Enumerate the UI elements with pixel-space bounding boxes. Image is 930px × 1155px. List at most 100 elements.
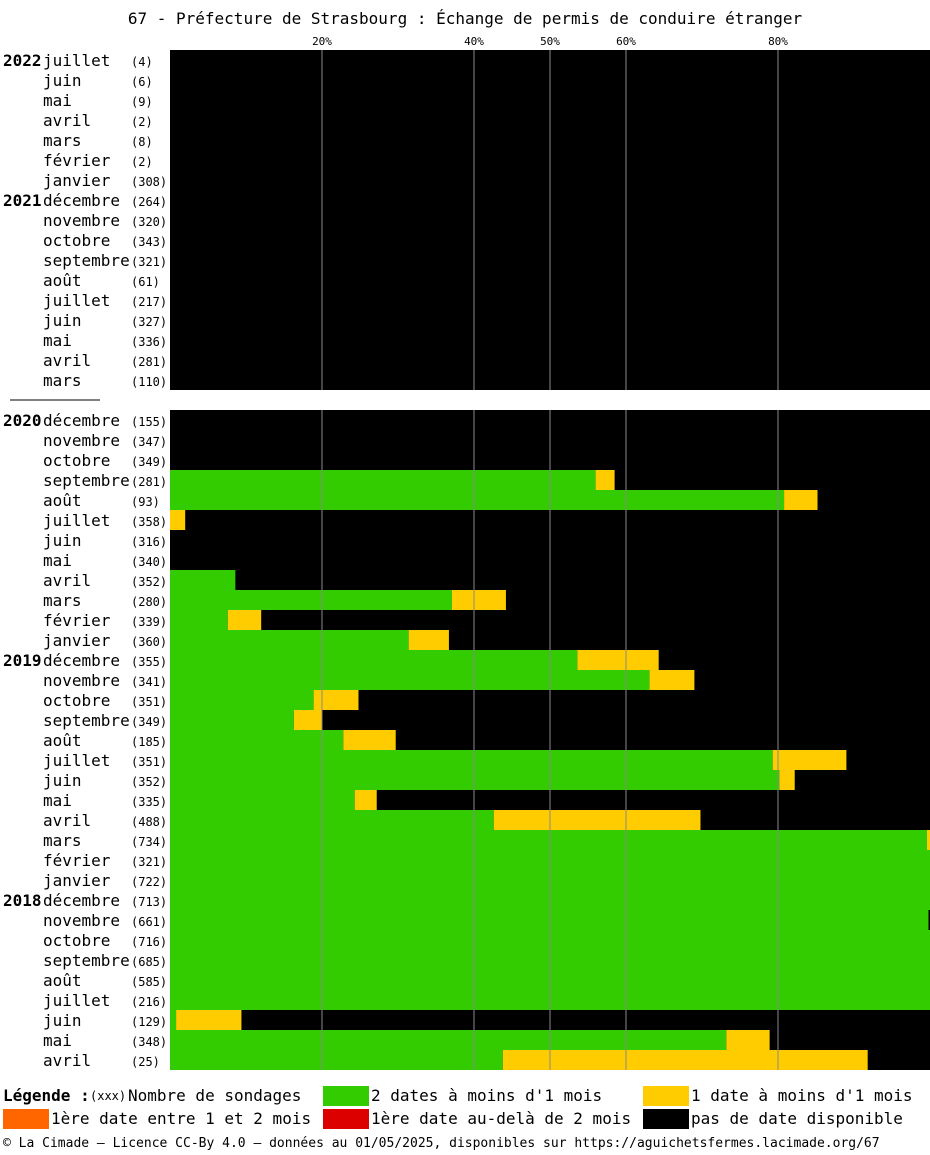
month-label: août xyxy=(43,491,82,510)
bar-row: juillet (217) xyxy=(43,290,930,310)
bar-row: juin (352) xyxy=(43,770,930,790)
bar-segment-green xyxy=(170,750,773,770)
bar-row: mai (340) xyxy=(43,550,930,570)
month-label: avril xyxy=(43,1051,91,1070)
count-label: (316) xyxy=(131,535,167,549)
month-label: octobre xyxy=(43,451,110,470)
count-label: (281) xyxy=(131,355,167,369)
month-label: décembre xyxy=(43,891,120,910)
month-label: septembre xyxy=(43,251,130,270)
bar-row: mars (280) xyxy=(43,590,930,610)
count-label: (327) xyxy=(131,315,167,329)
legend-label-black: pas de date disponible xyxy=(691,1109,903,1128)
bar-row: avril (352) xyxy=(43,570,930,590)
bar-row: juillet (216) xyxy=(43,990,930,1010)
chart: 67 - Préfecture de Strasbourg : Échange … xyxy=(3,9,930,1070)
bar-row: août (585) xyxy=(43,970,930,990)
bar-row: octobre (351) xyxy=(43,690,930,710)
month-label: décembre xyxy=(43,651,120,670)
bar-segment-green xyxy=(170,730,344,750)
month-label: février xyxy=(43,151,111,170)
month-label: juin xyxy=(43,71,82,90)
month-label: mai xyxy=(43,1031,72,1050)
month-label: avril xyxy=(43,811,91,830)
month-label: mars xyxy=(43,371,82,390)
month-label: janvier xyxy=(43,871,111,890)
bar-row: juin (316) xyxy=(43,530,930,550)
year-label: 2020 xyxy=(3,411,42,430)
count-label: (685) xyxy=(131,955,167,969)
count-label: (358) xyxy=(131,515,167,529)
bar-segment-green xyxy=(170,670,650,690)
count-label: (336) xyxy=(131,335,167,349)
count-label: (155) xyxy=(131,415,167,429)
bar-segment-green xyxy=(170,610,228,630)
legend-title: Légende : xyxy=(3,1086,90,1105)
bar-row: octobre (349) xyxy=(43,450,930,470)
bar-row: mai (336) xyxy=(43,330,930,350)
month-label: juin xyxy=(43,531,82,550)
bar-segment-green xyxy=(170,790,355,810)
month-label: mars xyxy=(43,591,82,610)
bar-row: 2019 décembre (355) xyxy=(3,650,930,670)
bar-segment-green xyxy=(170,630,409,650)
month-label: juin xyxy=(43,311,82,330)
count-label: (585) xyxy=(131,975,167,989)
bar-segment-yellow xyxy=(354,790,377,810)
bar-row: janvier (722) xyxy=(43,870,930,890)
bar-row: novembre (661) xyxy=(43,910,930,930)
bar-row: septembre (349) xyxy=(43,710,930,730)
bar-segment-yellow xyxy=(493,810,701,830)
count-label: (341) xyxy=(131,675,167,689)
count-label: (9) xyxy=(131,95,153,109)
chart-title: 67 - Préfecture de Strasbourg : Échange … xyxy=(128,9,803,28)
month-label: juillet xyxy=(43,751,110,770)
bar-segment-green xyxy=(170,1010,177,1030)
bar-row: avril (281) xyxy=(43,350,930,370)
month-label: septembre xyxy=(43,471,130,490)
month-label: décembre xyxy=(43,411,120,430)
bar-segment-yellow xyxy=(595,470,615,490)
month-label: octobre xyxy=(43,231,110,250)
legend-swatch-red xyxy=(323,1109,369,1129)
count-label: (349) xyxy=(131,715,167,729)
bar-segment-green xyxy=(170,810,494,830)
bar-row: mars (110) xyxy=(43,370,930,390)
bar-segment-green xyxy=(170,1050,503,1070)
bar-segment-yellow xyxy=(313,690,359,710)
count-label: (722) xyxy=(131,875,167,889)
bar-segment-yellow xyxy=(649,670,695,690)
bar-row: avril (2) xyxy=(43,110,930,130)
count-label: (6) xyxy=(131,75,153,89)
legend-count-sample: (xxx) xyxy=(90,1089,127,1103)
bar-row: août (61) xyxy=(43,270,930,290)
month-label: octobre xyxy=(43,931,110,950)
bar-row: juin (6) xyxy=(43,70,930,90)
count-label: (348) xyxy=(131,1035,167,1049)
year-label: 2022 xyxy=(3,51,42,70)
count-label: (343) xyxy=(131,235,167,249)
bar-row: juin (129) xyxy=(43,1010,930,1030)
legend-swatch-yellow xyxy=(643,1086,689,1106)
count-label: (217) xyxy=(131,295,167,309)
bar-segment-yellow xyxy=(772,750,847,770)
legend-label-orange: 1ère date entre 1 et 2 mois xyxy=(51,1109,312,1128)
legend-swatch-black xyxy=(643,1109,689,1129)
count-label: (321) xyxy=(131,255,167,269)
month-label: mai xyxy=(43,91,72,110)
count-label: (661) xyxy=(131,915,167,929)
month-label: août xyxy=(43,971,82,990)
bar-row: 2020 décembre (155) xyxy=(3,410,930,430)
x-tick-label: 20% xyxy=(312,35,332,48)
month-label: novembre xyxy=(43,911,120,930)
month-label: juin xyxy=(43,1011,82,1030)
bar-row: septembre (685) xyxy=(43,950,930,970)
bar-row: janvier (360) xyxy=(43,630,930,650)
bar-segment-green xyxy=(170,470,596,490)
bar-row: février (339) xyxy=(43,610,930,630)
bar-row: juillet (358) xyxy=(43,510,930,530)
bar-segment-green xyxy=(170,710,294,730)
bar-segment-yellow xyxy=(451,590,506,610)
bar-row: septembre (321) xyxy=(43,250,930,270)
month-label: mai xyxy=(43,331,72,350)
